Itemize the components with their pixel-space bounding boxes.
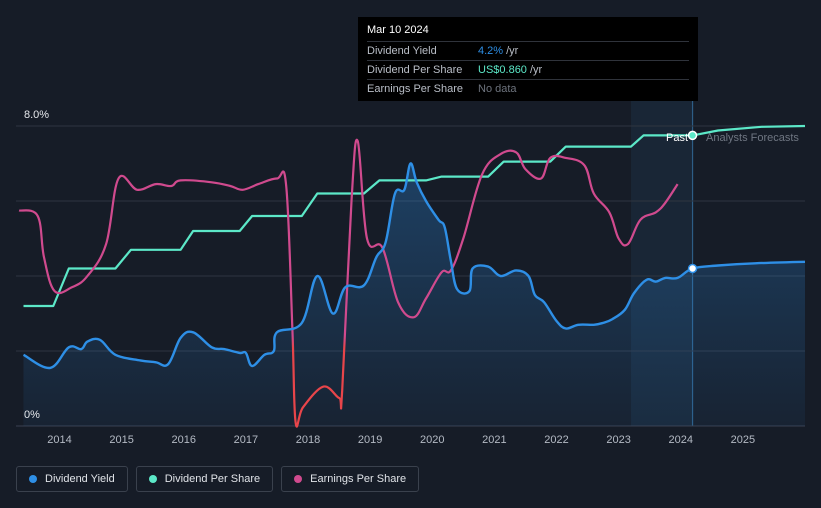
dividend-yield-line — [22, 162, 806, 370]
x-tick-label: 2023 — [606, 434, 630, 446]
y-tick-label-min: 0% — [24, 409, 40, 421]
x-tick-label: 2025 — [731, 434, 755, 446]
forecast-marker-label: Analysts Forecasts — [706, 132, 799, 144]
legend-earnings-per-share[interactable]: Earnings Per Share — [281, 466, 420, 492]
legend-dot-icon — [294, 475, 303, 483]
x-tick-label: 2019 — [358, 434, 382, 446]
tooltip-row-yield: Dividend Yield 4.2% /yr — [367, 41, 689, 60]
earnings-per-share-line — [18, 138, 679, 428]
x-tick-label: 2022 — [544, 434, 568, 446]
dividend-yield-point — [687, 263, 698, 274]
tooltip-date: Mar 10 2024 — [367, 24, 429, 36]
tooltip-row-dps: Dividend Per Share US$0.860 /yr — [367, 60, 689, 79]
legend-dot-icon — [29, 475, 37, 483]
tooltip-value: 4.2% — [478, 45, 504, 57]
past-marker-label: Past — [666, 132, 689, 144]
x-tick-label: 2014 — [47, 434, 71, 446]
x-tick-label: 2020 — [420, 434, 444, 446]
tooltip-label: Dividend Yield — [367, 45, 437, 57]
tooltip-unit: /yr — [529, 64, 543, 76]
tooltip-value: US$0.860 — [478, 64, 527, 76]
x-tick-label: 2021 — [482, 434, 506, 446]
legend-label: Dividend Yield — [45, 473, 115, 485]
tooltip-label: Earnings Per Share — [367, 83, 463, 95]
x-tick-label: 2015 — [109, 434, 133, 446]
legend-label: Earnings Per Share — [310, 473, 407, 485]
chart-tooltip: Mar 10 2024 Dividend Yield 4.2% /yr Divi… — [358, 17, 698, 101]
x-tick-label: 2024 — [669, 434, 693, 446]
tooltip-value: No data — [478, 83, 517, 95]
tooltip-label: Dividend Per Share — [367, 64, 463, 76]
x-tick-label: 2016 — [171, 434, 195, 446]
y-tick-label-max: 8.0% — [24, 109, 49, 121]
tooltip-row-eps: Earnings Per Share No data — [367, 79, 689, 98]
tooltip-unit: /yr — [506, 45, 519, 57]
legend-dividend-yield[interactable]: Dividend Yield — [16, 466, 128, 492]
dividend-yield-area — [23, 163, 805, 426]
dividend-per-share-point — [687, 130, 698, 141]
x-tick-label: 2017 — [234, 434, 258, 446]
x-tick-label: 2018 — [296, 434, 320, 446]
dividend-per-share-line — [23, 124, 806, 308]
chart-legend: Dividend Yield Dividend Per Share Earnin… — [16, 466, 420, 492]
legend-dividend-per-share[interactable]: Dividend Per Share — [135, 466, 274, 492]
legend-dot-icon — [148, 475, 157, 483]
legend-label: Dividend Per Share — [164, 473, 261, 485]
